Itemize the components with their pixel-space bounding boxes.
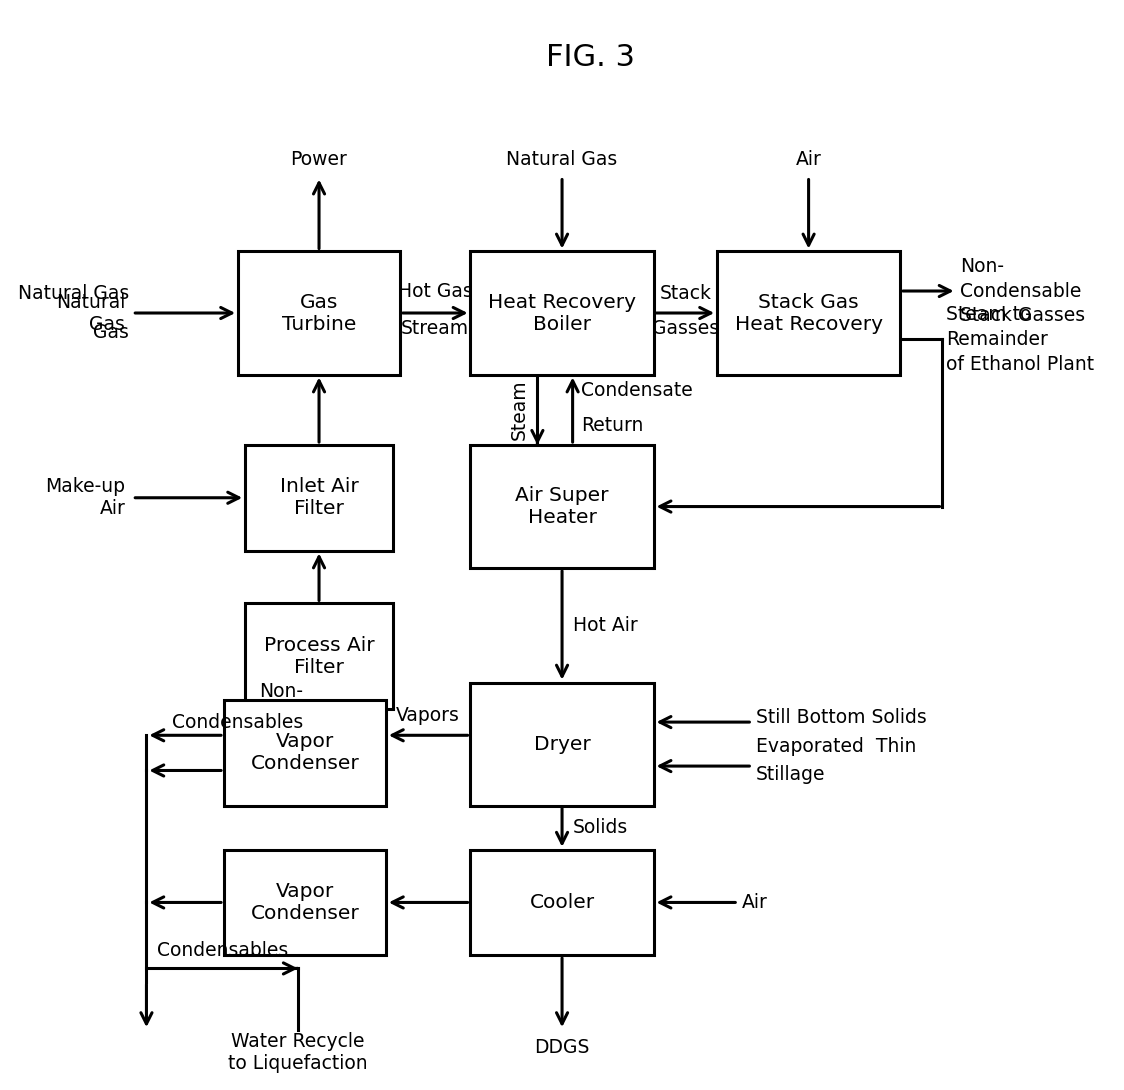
Text: Solids: Solids xyxy=(572,819,628,837)
Bar xyxy=(224,850,386,955)
Text: Vapor
Condenser: Vapor Condenser xyxy=(251,732,360,774)
Text: Make-up
Air: Make-up Air xyxy=(45,477,125,518)
Text: Natural Gas: Natural Gas xyxy=(18,284,129,303)
Text: Remainder: Remainder xyxy=(946,330,1048,349)
Text: Stack Gas
Heat Recovery: Stack Gas Heat Recovery xyxy=(735,292,882,334)
Text: Still Bottom Solids: Still Bottom Solids xyxy=(755,708,926,727)
Text: Evaporated  Thin: Evaporated Thin xyxy=(755,737,916,756)
Text: Steam: Steam xyxy=(510,379,529,440)
Text: Vapors: Vapors xyxy=(397,706,460,726)
Text: FIG. 3: FIG. 3 xyxy=(546,44,635,72)
Text: Stream: Stream xyxy=(401,319,470,338)
Text: Air: Air xyxy=(742,893,768,912)
Text: Vapor
Condenser: Vapor Condenser xyxy=(251,882,360,923)
Text: Power: Power xyxy=(291,149,347,169)
Text: Condensate: Condensate xyxy=(581,380,692,400)
Text: Condensables: Condensables xyxy=(156,942,288,960)
Bar xyxy=(238,252,400,375)
Text: Dryer: Dryer xyxy=(534,735,590,753)
Bar xyxy=(245,445,393,550)
Text: Stack: Stack xyxy=(660,284,711,303)
Text: Gas: Gas xyxy=(93,323,129,342)
Text: Stack Gasses: Stack Gasses xyxy=(960,306,1085,325)
Bar xyxy=(717,252,900,375)
Bar xyxy=(471,445,654,568)
Bar xyxy=(471,252,654,375)
Text: Heat Recovery
Boiler: Heat Recovery Boiler xyxy=(488,292,636,334)
Text: Natural Gas: Natural Gas xyxy=(507,149,618,169)
Text: Stillage: Stillage xyxy=(755,765,825,785)
Text: Inlet Air
Filter: Inlet Air Filter xyxy=(280,477,359,518)
Text: Air Super
Heater: Air Super Heater xyxy=(515,486,609,528)
Text: Natural
Gas: Natural Gas xyxy=(56,292,125,334)
Text: Process Air
Filter: Process Air Filter xyxy=(264,635,374,677)
Text: Cooler: Cooler xyxy=(529,893,595,912)
Text: Hot Gas: Hot Gas xyxy=(398,281,472,301)
Text: Return: Return xyxy=(581,416,643,435)
Bar xyxy=(471,850,654,955)
Text: of Ethanol Plant: of Ethanol Plant xyxy=(946,354,1094,374)
Text: Gas
Turbine: Gas Turbine xyxy=(282,292,356,334)
Text: Condensables: Condensables xyxy=(172,713,303,731)
Bar xyxy=(471,682,654,806)
Bar xyxy=(245,604,393,708)
Text: DDGS: DDGS xyxy=(534,1038,590,1057)
Text: Hot Air: Hot Air xyxy=(572,616,637,634)
Bar xyxy=(224,700,386,806)
Text: Water Recycle
to Liquefaction: Water Recycle to Liquefaction xyxy=(228,1031,368,1073)
Text: Non-: Non- xyxy=(960,257,1004,276)
Text: Air: Air xyxy=(796,149,822,169)
Text: Steam to: Steam to xyxy=(946,305,1032,324)
Text: Condensable: Condensable xyxy=(960,281,1081,301)
Text: Gasses: Gasses xyxy=(652,319,719,338)
Text: Non-: Non- xyxy=(260,682,303,701)
